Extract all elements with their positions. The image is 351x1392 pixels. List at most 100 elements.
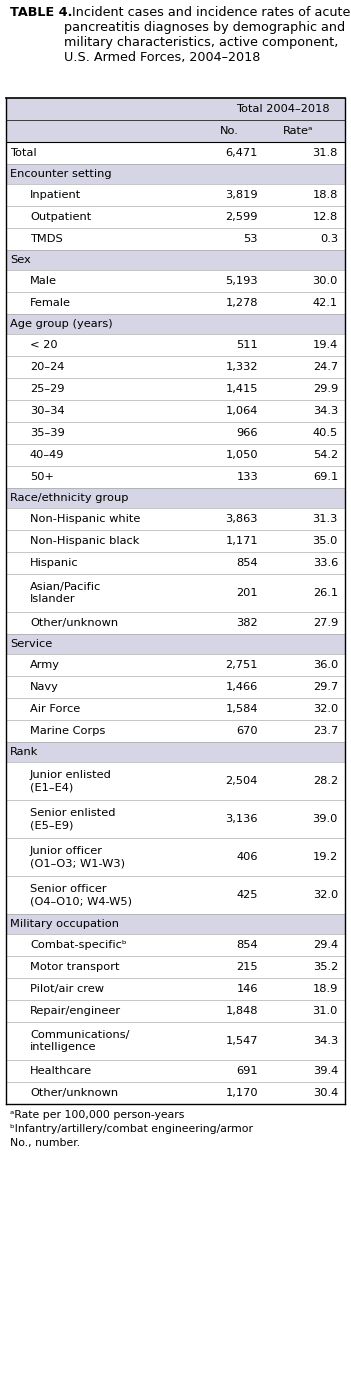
Bar xyxy=(6,142,345,164)
Text: 1,415: 1,415 xyxy=(225,384,258,394)
Text: Navy: Navy xyxy=(30,682,59,692)
Bar xyxy=(6,1022,345,1059)
Bar xyxy=(6,720,345,742)
Bar xyxy=(6,400,345,422)
Text: 18.9: 18.9 xyxy=(313,984,338,994)
Text: 30.4: 30.4 xyxy=(313,1089,338,1098)
Text: 19.2: 19.2 xyxy=(313,852,338,862)
Text: Junior enlisted
(E1–E4): Junior enlisted (E1–E4) xyxy=(30,770,112,792)
Text: 511: 511 xyxy=(236,340,258,349)
Text: 53: 53 xyxy=(244,234,258,244)
Text: Army: Army xyxy=(30,660,60,670)
Text: 2,599: 2,599 xyxy=(225,212,258,221)
Bar xyxy=(6,530,345,553)
Text: Hispanic: Hispanic xyxy=(30,558,79,568)
Bar xyxy=(6,356,345,379)
Bar xyxy=(6,444,345,466)
Bar xyxy=(6,612,345,633)
Text: 1,466: 1,466 xyxy=(226,682,258,692)
Text: 35.2: 35.2 xyxy=(313,962,338,972)
Text: 31.8: 31.8 xyxy=(313,148,338,159)
Text: 32.0: 32.0 xyxy=(313,704,338,714)
Text: 31.0: 31.0 xyxy=(313,1006,338,1016)
Text: 2,751: 2,751 xyxy=(225,660,258,670)
Text: < 20: < 20 xyxy=(30,340,58,349)
Bar xyxy=(6,120,345,142)
Bar xyxy=(6,1082,345,1104)
Text: Military occupation: Military occupation xyxy=(10,919,119,928)
Text: 670: 670 xyxy=(236,727,258,736)
Text: 40.5: 40.5 xyxy=(313,427,338,438)
Text: 215: 215 xyxy=(236,962,258,972)
Bar xyxy=(6,979,345,999)
Text: Combat-specificᵇ: Combat-specificᵇ xyxy=(30,940,127,949)
Text: Rateᵃ: Rateᵃ xyxy=(283,127,313,136)
Bar xyxy=(6,934,345,956)
Text: ᵇInfantry/artillery/combat engineering/armor: ᵇInfantry/artillery/combat engineering/a… xyxy=(10,1123,253,1134)
Text: Marine Corps: Marine Corps xyxy=(30,727,105,736)
Text: 20–24: 20–24 xyxy=(30,362,64,372)
Text: 1,332: 1,332 xyxy=(225,362,258,372)
Text: 33.6: 33.6 xyxy=(313,558,338,568)
Bar xyxy=(6,270,345,292)
Text: 42.1: 42.1 xyxy=(313,298,338,308)
Text: 34.3: 34.3 xyxy=(313,1036,338,1045)
Text: 1,064: 1,064 xyxy=(226,406,258,416)
Bar xyxy=(6,228,345,251)
Bar xyxy=(6,553,345,574)
Text: 0.3: 0.3 xyxy=(320,234,338,244)
Text: 1,170: 1,170 xyxy=(225,1089,258,1098)
Bar xyxy=(6,422,345,444)
Text: Senior officer
(O4–O10; W4-W5): Senior officer (O4–O10; W4-W5) xyxy=(30,884,132,906)
Text: 29.4: 29.4 xyxy=(313,940,338,949)
Text: 133: 133 xyxy=(236,472,258,482)
Bar xyxy=(6,574,345,612)
Text: Total: Total xyxy=(10,148,37,159)
Text: Race/ethnicity group: Race/ethnicity group xyxy=(10,493,128,503)
Text: Female: Female xyxy=(30,298,71,308)
Text: 19.4: 19.4 xyxy=(313,340,338,349)
Text: 854: 854 xyxy=(236,558,258,568)
Text: 35–39: 35–39 xyxy=(30,427,65,438)
Bar xyxy=(6,292,345,315)
Text: Incident cases and incidence rates of acute pancreatitis diagnoses by demographi: Incident cases and incidence rates of ac… xyxy=(64,6,350,64)
Text: No., number.: No., number. xyxy=(10,1139,80,1148)
Text: Other/unknown: Other/unknown xyxy=(30,1089,118,1098)
Text: 6,471: 6,471 xyxy=(226,148,258,159)
Bar xyxy=(6,379,345,400)
Text: Other/unknown: Other/unknown xyxy=(30,618,118,628)
Text: 29.7: 29.7 xyxy=(313,682,338,692)
Text: 3,863: 3,863 xyxy=(225,514,258,523)
Text: Total 2004–2018: Total 2004–2018 xyxy=(236,104,330,114)
Text: 34.3: 34.3 xyxy=(313,406,338,416)
Text: 406: 406 xyxy=(237,852,258,862)
Text: Rank: Rank xyxy=(10,748,38,757)
Bar xyxy=(6,315,345,334)
Text: 25–29: 25–29 xyxy=(30,384,65,394)
Text: 3,136: 3,136 xyxy=(225,814,258,824)
Bar xyxy=(6,184,345,206)
Bar xyxy=(6,489,345,508)
Bar xyxy=(6,761,345,800)
Bar xyxy=(6,508,345,530)
Text: Age group (years): Age group (years) xyxy=(10,319,113,329)
Text: 854: 854 xyxy=(236,940,258,949)
Text: Encounter setting: Encounter setting xyxy=(10,168,112,180)
Text: 39.0: 39.0 xyxy=(313,814,338,824)
Bar xyxy=(6,654,345,677)
Bar xyxy=(6,251,345,270)
Bar xyxy=(6,1059,345,1082)
Text: Air Force: Air Force xyxy=(30,704,80,714)
Bar xyxy=(6,915,345,934)
Text: 30–34: 30–34 xyxy=(30,406,65,416)
Text: 39.4: 39.4 xyxy=(313,1066,338,1076)
Bar xyxy=(6,999,345,1022)
Bar xyxy=(6,97,345,120)
Bar xyxy=(6,956,345,979)
Text: Male: Male xyxy=(30,276,57,285)
Text: 24.7: 24.7 xyxy=(313,362,338,372)
Text: Repair/engineer: Repair/engineer xyxy=(30,1006,121,1016)
Text: 1,848: 1,848 xyxy=(225,1006,258,1016)
Bar xyxy=(6,677,345,697)
Text: 23.7: 23.7 xyxy=(313,727,338,736)
